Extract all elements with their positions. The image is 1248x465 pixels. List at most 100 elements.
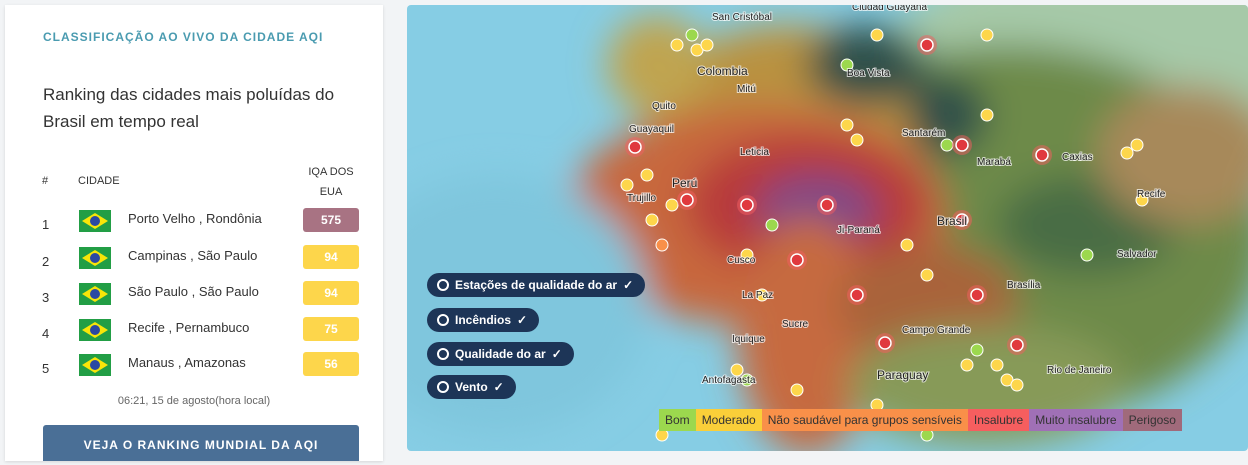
place-label: La Paz	[742, 290, 773, 301]
station	[980, 28, 994, 42]
fire	[820, 198, 834, 212]
place-label: Iquique	[732, 334, 765, 345]
stations	[620, 28, 1149, 442]
city: Recife , Pernambuco	[128, 320, 250, 335]
place-labels: San Cristóbal Ciudad Guayana Colombia Boa V…	[626, 5, 1167, 387]
flag	[79, 319, 111, 341]
fire	[970, 288, 984, 302]
legend-item: Muito insalubre	[1029, 409, 1123, 431]
station	[920, 268, 934, 282]
station	[1120, 146, 1134, 160]
flag	[79, 210, 111, 232]
aqi-legend: Bom Moderado Não saudável para grupos sens…	[659, 409, 1182, 431]
legend-item: Não saudável para grupos sensíveis	[761, 409, 968, 431]
place-label: Boa Vista	[847, 68, 890, 79]
station	[755, 288, 769, 302]
station	[990, 358, 1004, 372]
layer-toggle[interactable]: Incêndios	[427, 308, 540, 332]
place-label: Ciudad Guayana	[852, 5, 927, 13]
aqi-badge: 75	[303, 317, 359, 341]
station	[740, 373, 754, 387]
aqi-badge: 94	[303, 245, 359, 269]
place-label: Paraguay	[877, 368, 928, 382]
fire	[628, 140, 642, 154]
city: Porto Velho , Rondônia	[128, 211, 262, 226]
rank: 1	[42, 217, 50, 232]
station	[655, 238, 669, 252]
station	[645, 213, 659, 227]
panel-title: Ranking das cidades mais poluídas do Bra…	[43, 85, 335, 131]
place-label: Sucre	[782, 319, 809, 330]
fire	[740, 198, 754, 212]
fire	[850, 288, 864, 302]
fire	[1010, 338, 1024, 352]
place-label: Marabá	[977, 157, 1011, 168]
map-layers: San Cristóbal Ciudad Guayana Colombia Boa V…	[407, 5, 1248, 451]
place-label: Brasília	[1007, 280, 1041, 291]
place-label: Brasil	[937, 214, 967, 228]
layer-toggle[interactable]: Estações de qualidade do ar	[427, 273, 646, 297]
ranking-row: 3 São Paulo , São Paulo 94	[5, 281, 383, 311]
station	[840, 58, 854, 72]
aqi-badge: 575	[303, 208, 359, 232]
header-rank: #	[42, 175, 49, 187]
ranking-row: 4 Recife , Pernambuco 75	[5, 317, 383, 347]
legend-item: Moderado	[695, 409, 762, 431]
station	[980, 108, 994, 122]
aqi-badge: 56	[303, 352, 359, 376]
flag-globe	[90, 216, 100, 226]
place-label: Cusco	[727, 255, 756, 266]
station	[665, 198, 679, 212]
world-ranking-button[interactable]: VEJA O RANKING MUNDIAL DA AQI	[43, 425, 359, 461]
fire	[680, 193, 694, 207]
station	[940, 138, 954, 152]
timestamp: 06:21, 15 de agosto(hora local)	[117, 395, 271, 407]
station	[685, 28, 699, 42]
city: São Paulo , São Paulo	[128, 284, 259, 299]
place-label: Perú	[672, 176, 697, 190]
station	[970, 343, 984, 357]
flag-globe	[90, 325, 100, 335]
station	[900, 238, 914, 252]
station	[730, 363, 744, 377]
place-label: Recife	[1137, 189, 1166, 200]
station	[700, 38, 714, 52]
station	[640, 168, 654, 182]
station	[840, 118, 854, 132]
layer-toggle[interactable]: Qualidade do ar	[427, 342, 574, 366]
place-label: Colombia	[697, 64, 748, 78]
rank: 3	[42, 290, 50, 305]
rank: 4	[42, 326, 50, 341]
station	[670, 38, 684, 52]
place-label: Quito	[652, 101, 676, 112]
flag	[79, 283, 111, 305]
station	[620, 178, 634, 192]
panel-heading: CLASSIFICAÇÃO AO VIVO DA CIDADE AQI	[43, 30, 324, 44]
place-label: Mitú	[737, 84, 756, 95]
fire	[790, 253, 804, 267]
city: Manaus , Amazonas	[128, 355, 246, 370]
fire	[955, 138, 969, 152]
flag	[79, 354, 111, 376]
place-label: Trujillo	[627, 193, 657, 204]
place-label: Antofagasta	[702, 375, 756, 386]
layer-toggle[interactable]: Vento	[427, 375, 516, 399]
station	[790, 383, 804, 397]
ranking-row: 1 Porto Velho , Rondônia 575	[5, 208, 383, 238]
place-label: Guayaquil	[629, 124, 674, 135]
station	[1135, 193, 1149, 207]
aqi-badge: 94	[303, 281, 359, 305]
place-label: Campo Grande	[902, 325, 971, 336]
place-label: San Cristóbal	[712, 12, 772, 23]
fire	[878, 336, 892, 350]
station	[1080, 248, 1094, 262]
legend-item: Insalubre	[967, 409, 1030, 431]
header-aqi: IQA DOS EUA	[308, 166, 354, 198]
fire	[920, 38, 934, 52]
place-label: Santarém	[902, 128, 945, 139]
ranking-panel: CLASSIFICAÇÃO AO VIVO DA CIDADE AQI Rank…	[5, 5, 383, 461]
station	[870, 28, 884, 42]
map[interactable]: San Cristóbal Ciudad Guayana Colombia Boa V…	[407, 5, 1248, 451]
legend-item: Perigoso	[1122, 409, 1182, 431]
